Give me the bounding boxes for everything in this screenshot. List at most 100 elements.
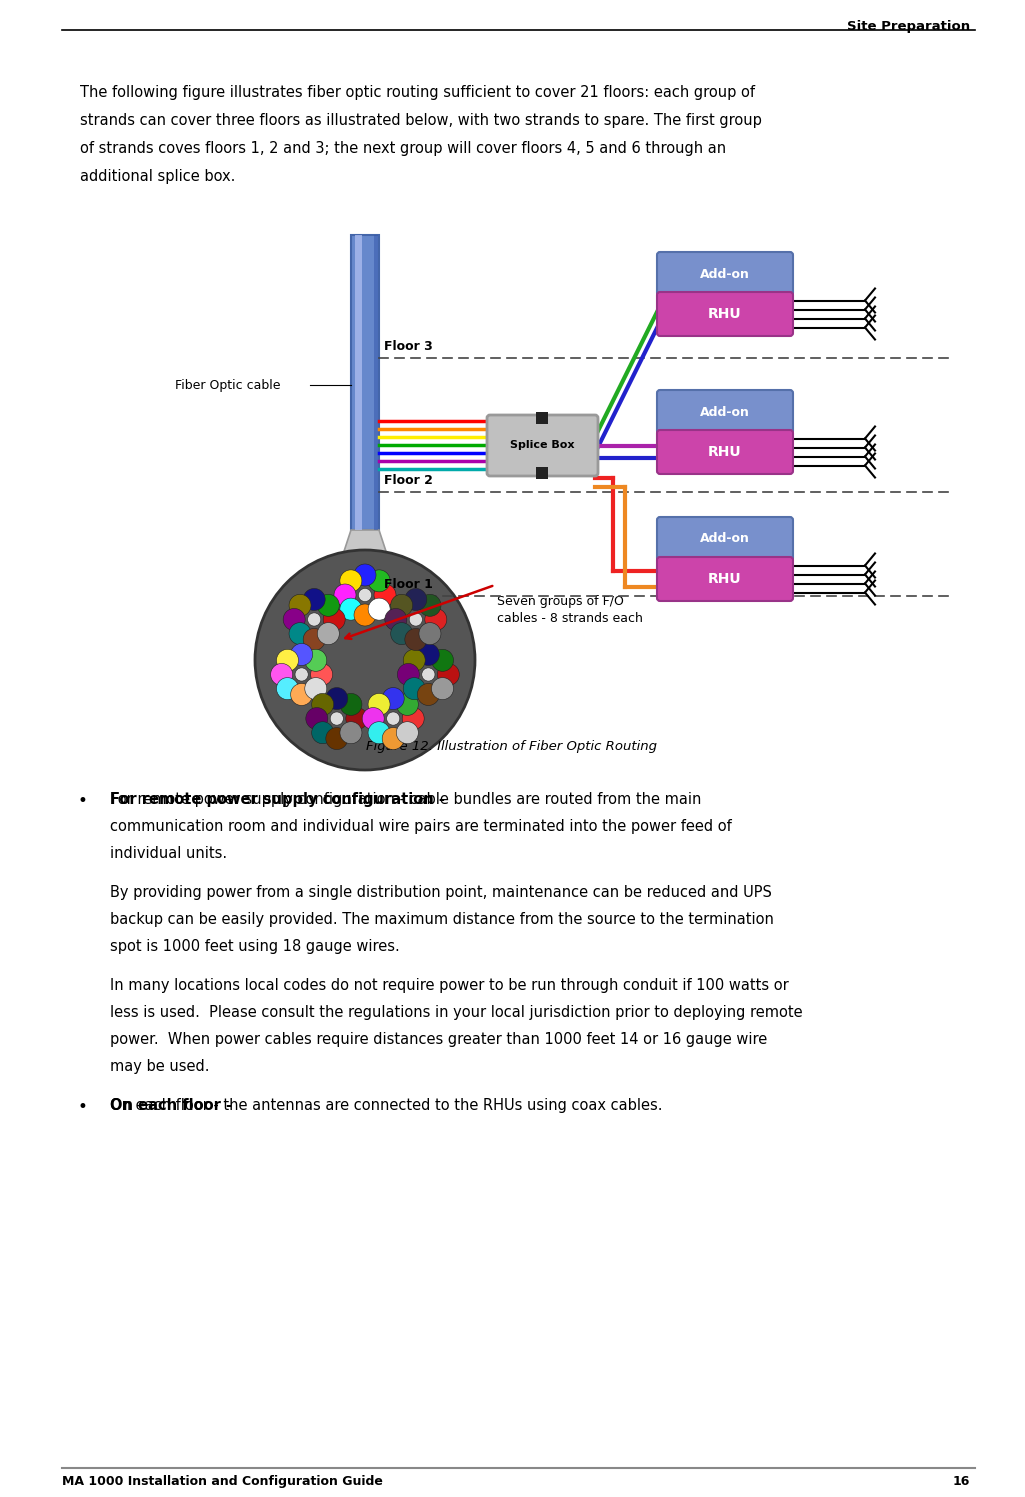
Text: less is used.  Please consult the regulations in your local jurisdiction prior t: less is used. Please consult the regulat… (110, 1004, 803, 1019)
Circle shape (340, 599, 362, 620)
Text: •: • (78, 792, 88, 810)
Circle shape (326, 728, 347, 750)
Circle shape (340, 570, 362, 591)
Text: communication room and individual wire pairs are terminated into the power feed : communication room and individual wire p… (110, 819, 732, 834)
Circle shape (359, 588, 372, 602)
Text: For remote power supply configuration -: For remote power supply configuration - (110, 792, 445, 807)
Circle shape (312, 722, 334, 744)
Circle shape (334, 584, 356, 606)
Circle shape (403, 650, 425, 671)
Bar (374, 235, 378, 530)
Polygon shape (328, 530, 402, 600)
FancyBboxPatch shape (657, 251, 793, 296)
Text: power.  When power cables require distances greater than 1000 feet 14 or 16 gaug: power. When power cables require distanc… (110, 1031, 768, 1046)
Text: Add-on: Add-on (700, 533, 750, 545)
Circle shape (397, 722, 418, 744)
Text: spot is 1000 feet using 18 gauge wires.: spot is 1000 feet using 18 gauge wires. (110, 939, 400, 954)
Text: Add-on: Add-on (700, 268, 750, 280)
Circle shape (405, 629, 426, 651)
Text: RHU: RHU (708, 307, 742, 320)
Circle shape (391, 623, 413, 645)
Text: Site Preparation: Site Preparation (847, 19, 970, 33)
Circle shape (330, 713, 343, 725)
Circle shape (295, 668, 309, 681)
Text: In many locations local codes do not require power to be run through conduit if : In many locations local codes do not req… (110, 978, 789, 993)
Circle shape (303, 588, 325, 611)
Bar (351, 235, 379, 530)
Circle shape (368, 722, 391, 744)
Circle shape (424, 608, 447, 630)
Circle shape (409, 612, 422, 626)
Circle shape (417, 644, 440, 666)
Text: The following figure illustrates fiber optic routing sufficient to cover 21 floo: The following figure illustrates fiber o… (80, 85, 755, 100)
FancyBboxPatch shape (657, 430, 793, 475)
Circle shape (345, 708, 368, 729)
Circle shape (271, 663, 292, 686)
FancyBboxPatch shape (487, 415, 598, 476)
Circle shape (291, 644, 313, 666)
Circle shape (323, 608, 345, 630)
Bar (536, 412, 548, 424)
FancyBboxPatch shape (657, 557, 793, 600)
Circle shape (277, 650, 298, 671)
Circle shape (305, 708, 328, 729)
Circle shape (374, 584, 396, 606)
Text: RHU: RHU (708, 445, 742, 460)
Circle shape (303, 629, 325, 651)
Circle shape (289, 594, 311, 617)
Bar (355, 235, 362, 530)
Text: Figure 12. Illustration of Fiber Optic Routing: Figure 12. Illustration of Fiber Optic R… (367, 740, 657, 753)
Text: By providing power from a single distribution point, maintenance can be reduced : By providing power from a single distrib… (110, 885, 772, 900)
Circle shape (340, 722, 362, 744)
Circle shape (382, 728, 404, 750)
Circle shape (362, 708, 384, 729)
Text: additional splice box.: additional splice box. (80, 169, 236, 184)
Circle shape (291, 684, 313, 705)
Circle shape (384, 608, 407, 630)
Text: Fiber Optic cable: Fiber Optic cable (175, 379, 281, 392)
Text: Seven groups of F/O
cables - 8 strands each: Seven groups of F/O cables - 8 strands e… (497, 594, 643, 626)
Circle shape (421, 668, 435, 681)
Circle shape (304, 650, 327, 671)
Text: For remote power supply configuration - cable bundles are routed from the main: For remote power supply configuration - … (110, 792, 701, 807)
Text: Add-on: Add-on (700, 406, 750, 419)
Circle shape (386, 713, 400, 725)
Circle shape (354, 564, 376, 585)
Circle shape (438, 663, 459, 686)
Circle shape (311, 663, 333, 686)
Circle shape (368, 599, 391, 620)
Text: strands can cover three floors as illustrated below, with two strands to spare. : strands can cover three floors as illust… (80, 112, 762, 129)
Circle shape (397, 693, 418, 716)
Circle shape (318, 594, 339, 617)
Circle shape (289, 623, 311, 645)
Text: Floor 2: Floor 2 (384, 475, 433, 487)
Circle shape (382, 687, 404, 710)
Text: individual units.: individual units. (110, 846, 228, 861)
Circle shape (283, 608, 305, 630)
Circle shape (340, 693, 362, 716)
Bar (536, 467, 548, 479)
FancyBboxPatch shape (657, 391, 793, 434)
Circle shape (402, 708, 424, 729)
Circle shape (368, 570, 391, 591)
Text: may be used.: may be used. (110, 1058, 209, 1073)
FancyBboxPatch shape (657, 292, 793, 335)
Circle shape (318, 623, 339, 645)
Circle shape (354, 603, 376, 626)
Text: backup can be easily provided. The maximum distance from the source to the termi: backup can be easily provided. The maxim… (110, 912, 774, 927)
Circle shape (304, 678, 327, 699)
Text: MA 1000 Installation and Configuration Guide: MA 1000 Installation and Configuration G… (62, 1475, 383, 1488)
Text: Floor 1: Floor 1 (384, 578, 433, 591)
Text: On each floor -: On each floor - (110, 1097, 232, 1112)
Text: Splice Box: Splice Box (509, 440, 574, 451)
Circle shape (308, 612, 321, 626)
Text: Floor 3: Floor 3 (384, 340, 433, 353)
Circle shape (277, 678, 298, 699)
Text: On each floor - the antennas are connected to the RHUs using coax cables.: On each floor - the antennas are connect… (110, 1097, 662, 1112)
Circle shape (255, 549, 475, 769)
Circle shape (432, 678, 453, 699)
Text: 16: 16 (952, 1475, 970, 1488)
Circle shape (419, 594, 441, 617)
Circle shape (405, 588, 426, 611)
Circle shape (417, 684, 440, 705)
